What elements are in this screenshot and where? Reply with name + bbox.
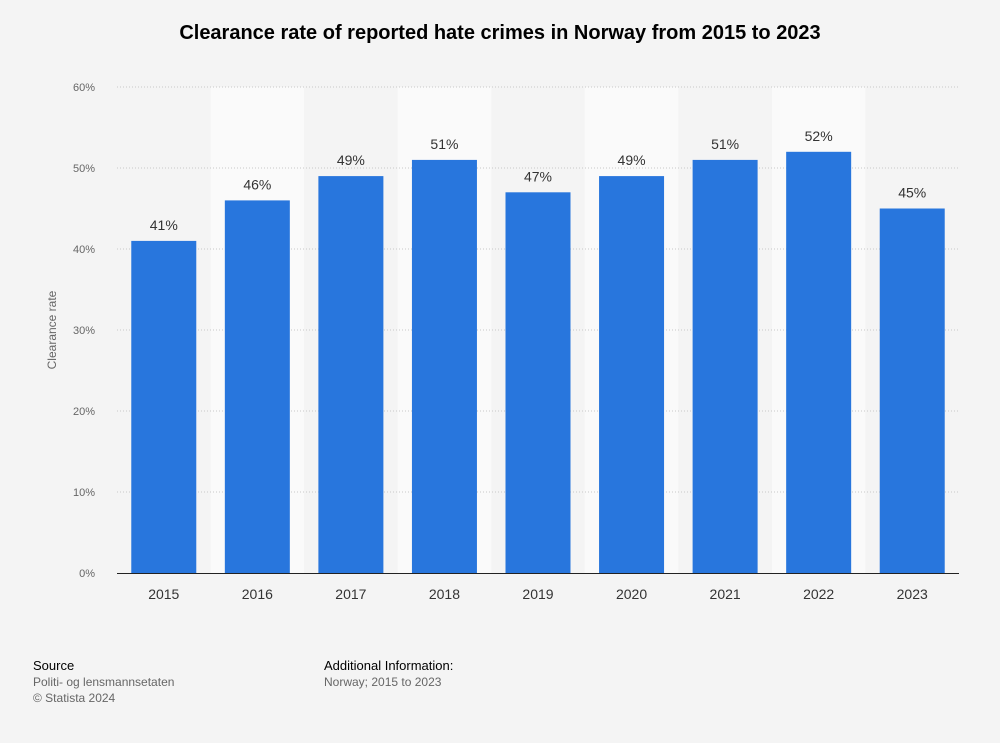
x-axis-ticks: 2015 2016 2017 2018 2019 2020 2021 2022 2023 — [148, 586, 928, 602]
x-tick-label: 2018 — [429, 586, 460, 602]
x-tick-label: 2021 — [710, 586, 741, 602]
additional-info-heading: Additional Information: — [324, 658, 454, 673]
data-label: 49% — [618, 152, 646, 168]
bar — [131, 240, 197, 573]
y-tick-label: 0% — [79, 568, 95, 580]
additional-info-block: Additional Information: Norway; 2015 to … — [324, 657, 453, 690]
data-label: 47% — [524, 168, 552, 184]
data-label: 51% — [430, 136, 458, 152]
data-label: 51% — [711, 136, 739, 152]
bar — [786, 151, 852, 574]
bar — [224, 200, 290, 573]
y-axis-label: Clearance rate — [45, 290, 59, 369]
y-axis-ticks: 0% 10% 20% 30% 40% 50% 60% — [73, 82, 95, 580]
data-labels: 41% 46% 49% 51% 47% 49% 51% 52% 45% — [150, 128, 926, 233]
y-tick-label: 50% — [73, 163, 95, 175]
x-tick-label: 2019 — [522, 586, 553, 602]
y-tick-label: 10% — [73, 487, 95, 499]
y-tick-label: 20% — [73, 406, 95, 418]
bars — [131, 151, 945, 574]
bar — [318, 176, 384, 573]
x-tick-label: 2015 — [148, 586, 179, 602]
additional-info-line: Norway; 2015 to 2023 — [324, 675, 442, 689]
source-line: Politi- og lensmannsetaten — [33, 675, 175, 689]
x-tick-label: 2022 — [803, 586, 834, 602]
chart-title: Clearance rate of reported hate crimes i… — [179, 22, 821, 44]
data-label: 49% — [337, 152, 365, 168]
data-label: 45% — [898, 185, 926, 201]
bar — [692, 159, 758, 573]
x-tick-label: 2016 — [242, 586, 273, 602]
data-label: 52% — [805, 128, 833, 144]
source-heading: Source — [33, 658, 75, 673]
y-tick-label: 30% — [73, 325, 95, 337]
data-label: 46% — [243, 176, 271, 192]
x-tick-label: 2017 — [335, 586, 366, 602]
bar — [879, 208, 945, 573]
bar-chart: 0% 10% 20% 30% 40% 50% 60% 41% 46% 49% 51% 47% 49% 5… — [45, 82, 959, 602]
x-tick-label: 2020 — [616, 586, 647, 602]
bar — [411, 159, 477, 573]
y-tick-label: 40% — [73, 244, 95, 256]
y-tick-label: 60% — [73, 82, 95, 94]
x-tick-label: 2023 — [897, 586, 928, 602]
copyright-line: © Statista 2024 — [33, 691, 116, 705]
data-label: 41% — [150, 217, 178, 233]
bar — [505, 192, 571, 574]
source-block: Source Politi- og lensmannsetaten © Stat… — [33, 657, 174, 706]
bar — [599, 176, 665, 573]
